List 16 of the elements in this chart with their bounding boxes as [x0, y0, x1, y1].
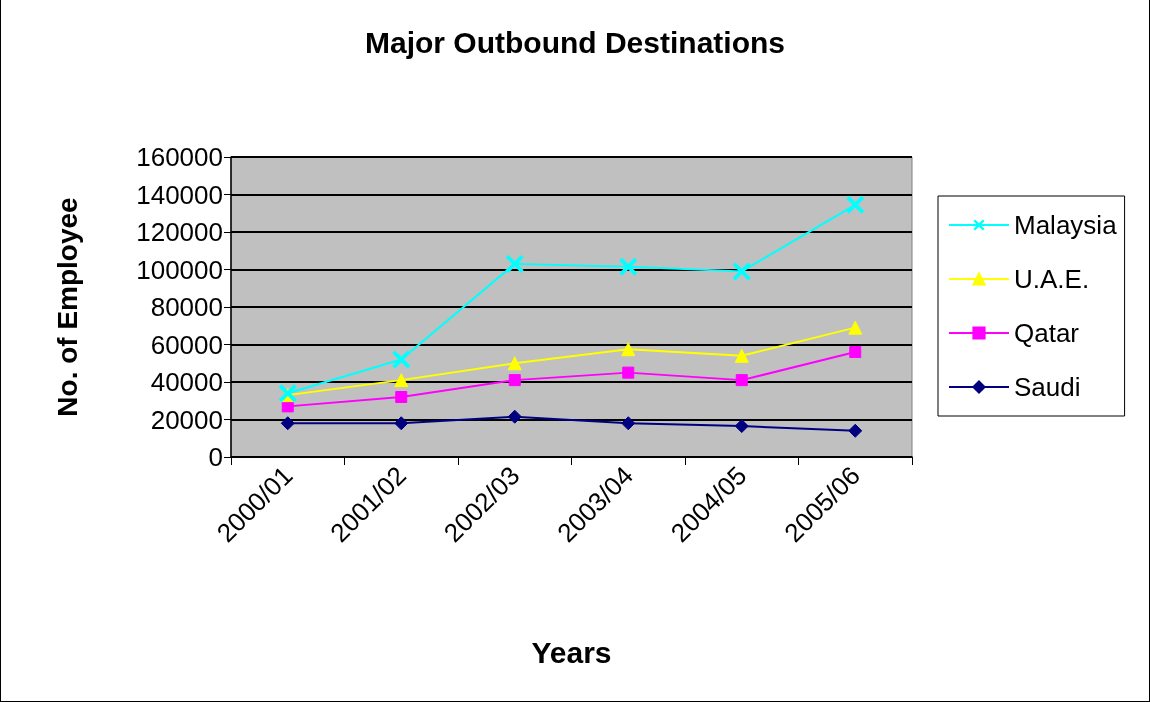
y-tick-label: 0 [208, 442, 223, 472]
y-tick-label: 40000 [150, 367, 223, 397]
y-tick-label: 60000 [150, 329, 223, 360]
legend-label: Malaysia [1014, 210, 1118, 240]
legend-label: Saudi [1014, 372, 1081, 402]
y-axis-title: No. of Employee [51, 197, 83, 417]
y-tick-label: 20000 [150, 404, 223, 435]
legend-label: Qatar [1014, 318, 1080, 348]
chart-title: Major Outbound Destinations [365, 25, 785, 59]
y-tick-label: 120000 [136, 217, 223, 247]
y-tick-label: 100000 [136, 254, 223, 285]
y-tick-label: 80000 [150, 292, 223, 322]
y-tick-label: 140000 [136, 179, 223, 210]
x-axis-title: Years [531, 635, 612, 669]
y-tick-label: 160000 [136, 142, 223, 172]
legend-label: U.A.E. [1014, 264, 1090, 294]
